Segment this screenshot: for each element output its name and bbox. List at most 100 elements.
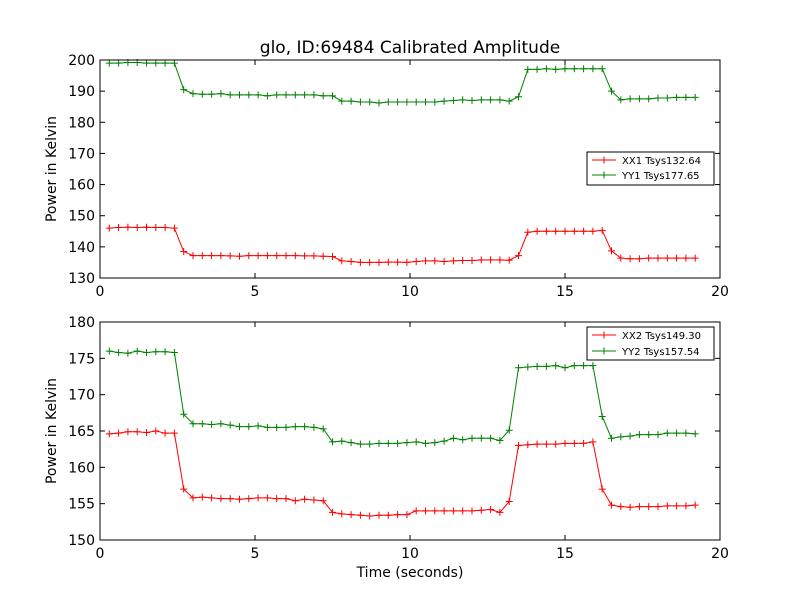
data-point-yy2 bbox=[226, 421, 234, 429]
bottom-x-tick-label: 5 bbox=[251, 546, 260, 562]
data-point-yy1 bbox=[198, 90, 206, 98]
data-point-yy1 bbox=[226, 91, 234, 99]
top-legend-marker-yy1 bbox=[600, 171, 608, 179]
data-point-yy1 bbox=[505, 97, 513, 105]
data-point-xx2 bbox=[552, 440, 560, 448]
data-point-yy2 bbox=[245, 423, 253, 431]
data-point-xx1 bbox=[133, 224, 141, 232]
data-point-xx2 bbox=[226, 495, 234, 503]
data-point-xx1 bbox=[143, 223, 150, 231]
data-point-yy2 bbox=[431, 439, 439, 447]
data-point-yy1 bbox=[515, 93, 522, 101]
data-point-yy1 bbox=[338, 97, 346, 105]
data-point-xx1 bbox=[552, 227, 560, 235]
data-point-xx2 bbox=[161, 429, 169, 437]
data-point-yy2 bbox=[375, 439, 383, 447]
data-point-xx2 bbox=[459, 507, 467, 515]
data-point-xx2 bbox=[319, 497, 327, 505]
data-point-yy1 bbox=[412, 98, 420, 106]
data-point-xx2 bbox=[208, 494, 216, 502]
data-point-xx2 bbox=[115, 429, 123, 437]
data-point-yy2 bbox=[422, 439, 429, 447]
data-point-yy2 bbox=[487, 434, 495, 442]
bottom-y-tick-label: 150 bbox=[68, 533, 95, 549]
top-y-tick-label: 170 bbox=[68, 146, 95, 162]
data-point-xx2 bbox=[366, 512, 374, 520]
data-point-xx2 bbox=[533, 440, 541, 448]
series-line-yy2 bbox=[109, 350, 696, 445]
data-point-xx1 bbox=[263, 252, 271, 260]
data-point-xx1 bbox=[217, 252, 225, 260]
data-point-yy1 bbox=[682, 93, 690, 101]
data-point-yy1 bbox=[282, 91, 290, 99]
top-y-tick-label: 150 bbox=[68, 209, 95, 225]
data-point-yy2 bbox=[254, 422, 262, 430]
data-point-yy2 bbox=[598, 412, 606, 420]
bottom-x-tick-label: 0 bbox=[96, 546, 105, 562]
data-point-yy2 bbox=[338, 437, 346, 445]
data-point-yy1 bbox=[468, 96, 476, 104]
data-point-xx1 bbox=[459, 257, 467, 265]
data-point-xx2 bbox=[338, 510, 346, 518]
data-point-xx1 bbox=[319, 252, 327, 260]
data-point-xx2 bbox=[245, 495, 253, 503]
data-point-yy1 bbox=[459, 96, 467, 104]
top-y-tick-label: 200 bbox=[68, 53, 95, 69]
data-point-xx2 bbox=[105, 430, 113, 438]
data-point-xx1 bbox=[180, 248, 188, 256]
data-point-xx1 bbox=[682, 254, 690, 262]
data-point-xx1 bbox=[673, 254, 681, 262]
data-point-xx2 bbox=[487, 505, 495, 513]
data-point-xx1 bbox=[608, 247, 615, 255]
data-point-xx1 bbox=[282, 252, 290, 260]
data-point-xx2 bbox=[635, 503, 643, 511]
data-point-xx2 bbox=[626, 503, 634, 511]
data-point-xx2 bbox=[440, 507, 448, 515]
data-point-xx1 bbox=[254, 252, 262, 260]
data-point-xx1 bbox=[524, 228, 532, 236]
data-point-yy2 bbox=[170, 349, 178, 357]
data-point-xx1 bbox=[375, 258, 383, 266]
data-point-xx1 bbox=[477, 256, 485, 264]
data-point-yy2 bbox=[273, 423, 281, 431]
data-point-xx1 bbox=[487, 256, 495, 264]
bottom-x-tick-label: 15 bbox=[556, 546, 574, 562]
data-point-xx2 bbox=[691, 501, 699, 509]
data-point-xx1 bbox=[422, 257, 429, 265]
top-y-tick-label: 190 bbox=[68, 84, 95, 100]
top-series-layer bbox=[105, 58, 699, 266]
data-point-xx2 bbox=[133, 428, 141, 436]
top-x-tick-label: 20 bbox=[711, 284, 729, 300]
top-subplot: glo, ID:69484 Calibrated Amplitude Power… bbox=[44, 38, 729, 300]
data-point-yy1 bbox=[654, 94, 662, 102]
data-point-yy2 bbox=[310, 423, 318, 431]
data-point-xx1 bbox=[291, 252, 299, 260]
data-point-xx1 bbox=[617, 254, 625, 262]
data-point-xx1 bbox=[310, 252, 318, 260]
data-point-yy2 bbox=[143, 349, 150, 357]
data-point-yy1 bbox=[431, 98, 439, 106]
data-point-yy1 bbox=[263, 92, 271, 100]
data-point-xx2 bbox=[598, 485, 606, 493]
data-point-yy1 bbox=[663, 94, 671, 102]
data-point-yy2 bbox=[180, 410, 188, 418]
data-point-xx1 bbox=[561, 227, 569, 235]
data-point-xx1 bbox=[403, 258, 411, 266]
data-point-yy2 bbox=[329, 438, 336, 446]
data-point-xx2 bbox=[673, 502, 681, 510]
data-point-xx1 bbox=[161, 224, 169, 232]
data-point-xx2 bbox=[143, 428, 150, 436]
data-point-xx1 bbox=[356, 258, 364, 266]
data-point-xx2 bbox=[403, 511, 411, 519]
bottom-y-tick-label: 165 bbox=[68, 424, 95, 440]
data-point-xx1 bbox=[394, 258, 402, 266]
data-point-yy2 bbox=[412, 438, 420, 446]
data-point-xx2 bbox=[561, 439, 569, 447]
data-point-yy1 bbox=[580, 65, 588, 73]
data-point-xx1 bbox=[189, 252, 197, 260]
data-point-xx1 bbox=[570, 227, 578, 235]
data-point-xx1 bbox=[598, 226, 606, 234]
data-point-xx2 bbox=[496, 508, 504, 516]
data-point-yy1 bbox=[273, 91, 281, 99]
bottom-legend: XX2 Tsys149.30 YY2 Tsys157.54 bbox=[586, 326, 715, 361]
